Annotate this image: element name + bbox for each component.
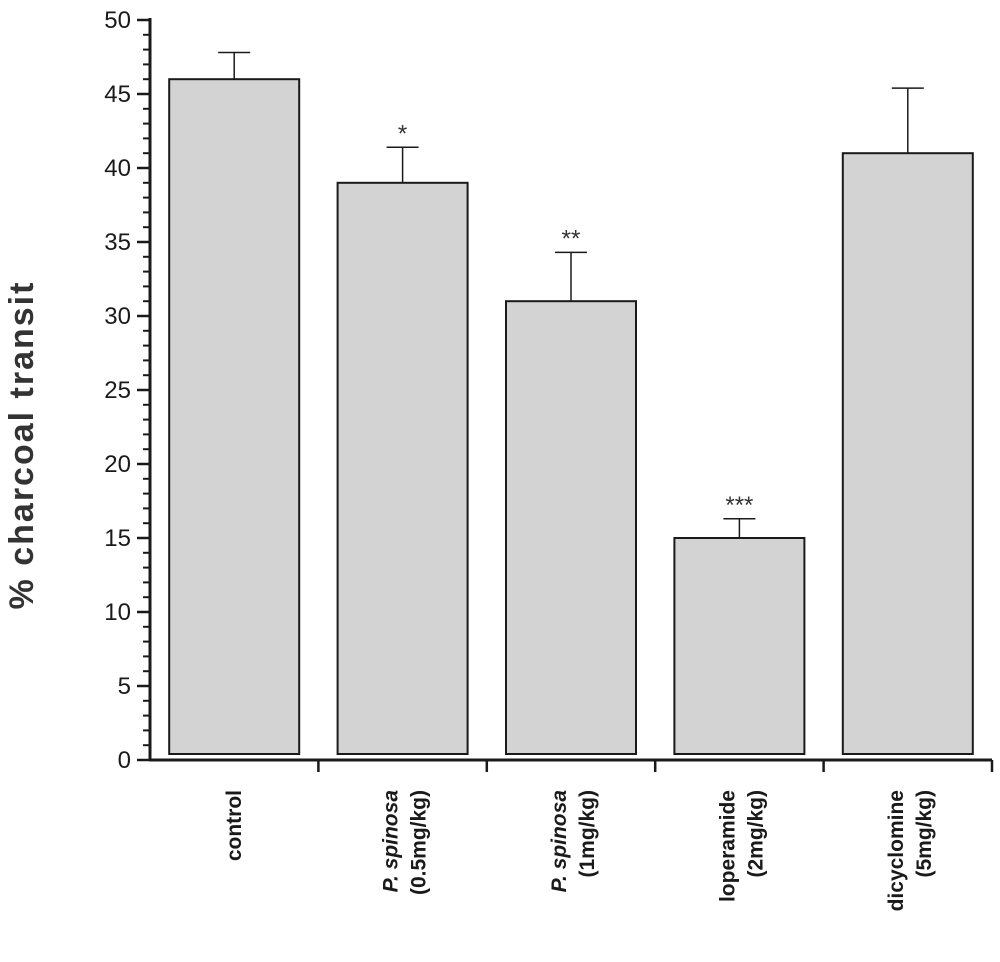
x-category-label-italic-1: P. spinosa xyxy=(380,790,403,893)
error-bars-group xyxy=(218,51,924,538)
y-tick-label: 30 xyxy=(104,303,131,330)
x-category-dose-label-2: (1mg/kg) xyxy=(576,790,599,878)
x-category-label-3: loperamide xyxy=(716,790,739,902)
y-tick-label: 45 xyxy=(104,81,131,108)
y-tick-label: 15 xyxy=(104,525,131,552)
y-tick-label: 20 xyxy=(104,451,131,478)
y-tick-label: 0 xyxy=(118,747,131,774)
x-category-label-text-4: dicyclomine xyxy=(885,790,908,911)
bar-2 xyxy=(505,300,637,755)
y-tick-label: 40 xyxy=(104,155,131,182)
x-category-label-2: P. spinosa xyxy=(548,790,571,893)
bars-group xyxy=(168,78,974,756)
x-category-label-1: P. spinosa xyxy=(380,790,403,893)
significance-label-1: * xyxy=(398,120,407,147)
x-categories-group: control P. spinosa (0.5mg/kg) P. spinosa (1m… xyxy=(223,790,936,912)
x-category-label-text-0: control xyxy=(223,790,246,861)
y-tick-label: 35 xyxy=(104,229,131,256)
significance-label-2: ** xyxy=(562,225,581,252)
significance-group: ****** xyxy=(398,120,753,518)
y-tick-label: 50 xyxy=(104,7,131,34)
x-category-dose-label-3: (2mg/kg) xyxy=(744,790,767,878)
x-category-label-text-3: loperamide xyxy=(716,790,739,902)
bar-3 xyxy=(673,537,806,755)
y-axis-label: % charcoal transit xyxy=(3,281,41,610)
y-tick-label: 5 xyxy=(118,673,131,700)
bar-1 xyxy=(336,181,469,756)
y-tick-label: 25 xyxy=(104,377,131,404)
bar-0 xyxy=(168,78,301,755)
x-category-label-0: control xyxy=(223,790,246,861)
bar-4 xyxy=(841,152,974,755)
x-category-dose-label-1: (0.5mg/kg) xyxy=(408,790,431,895)
x-category-dose-label-4: (5mg/kg) xyxy=(913,790,936,878)
significance-label-3: *** xyxy=(725,492,753,519)
x-category-label-4: dicyclomine xyxy=(885,790,908,911)
x-category-label-italic-2: P. spinosa xyxy=(548,790,571,893)
y-ticks-group: 0 5 10 15 20 25 30 35 40 45 50 xyxy=(104,7,150,774)
y-tick-label: 10 xyxy=(104,599,131,626)
